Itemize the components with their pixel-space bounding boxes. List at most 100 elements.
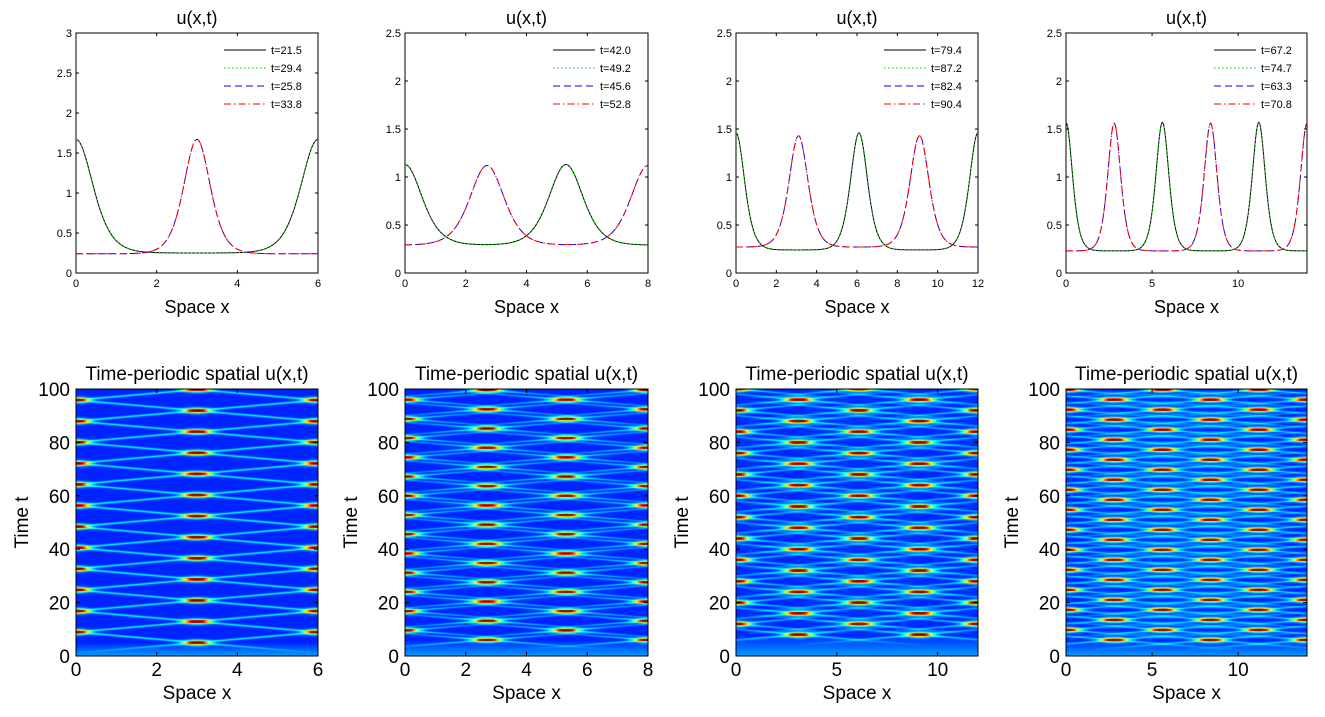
y-axis-label: Time t <box>672 496 693 549</box>
legend-label: t=70.8 <box>1261 99 1292 111</box>
y-axis-label: Time t <box>1002 496 1023 549</box>
y-tick-label: 0.5 <box>386 220 401 232</box>
x-tick-label: 5 <box>832 660 843 681</box>
y-tick-label: 0 <box>719 647 730 668</box>
y-tick-label: 2.5 <box>57 68 72 80</box>
x-tick-label: 0 <box>402 278 408 290</box>
y-tick-label: 0 <box>726 268 732 280</box>
heatmap-image <box>1066 389 1307 656</box>
y-tick-label: 20 <box>49 594 70 615</box>
legend-label: t=79.4 <box>931 45 962 57</box>
chart-title: Time-periodic spatial u(x,t) <box>1075 364 1298 385</box>
x-tick-label: 0 <box>400 660 411 681</box>
x-tick-label: 5 <box>1149 278 1155 290</box>
y-tick-label: 80 <box>49 433 70 454</box>
line-chart-2: 0 2 4 6 8 0 0.5 1 1.5 2 2.5 u(x,t) Space x t=42.0 t=49… <box>386 8 651 317</box>
y-tick-label: 100 <box>38 380 70 401</box>
x-tick-label: 4 <box>234 278 240 290</box>
x-tick-label: 0 <box>733 278 739 290</box>
x-tick-label: 0 <box>73 278 79 290</box>
y-tick-label: 60 <box>49 487 70 508</box>
x-tick-label: 2 <box>460 660 471 681</box>
x-tick-label: 0 <box>1061 660 1072 681</box>
chart-title: u(x,t) <box>836 8 877 28</box>
y-tick-label: 1 <box>395 172 401 184</box>
series-line <box>1066 122 1307 252</box>
y-axis-label: Time t <box>341 496 362 549</box>
series-line <box>1066 122 1307 252</box>
x-axis-label: Space x <box>492 683 561 704</box>
y-tick-label: 0 <box>1049 647 1060 668</box>
x-tick-label: 4 <box>523 278 529 290</box>
series-line <box>76 138 318 255</box>
x-tick-label: 2 <box>773 278 779 290</box>
line-chart-1: 0 2 4 6 0 0.5 1 1.5 2 2.5 3 u(x,t) Space x t=21.5 t=29… <box>57 8 321 317</box>
x-axis-label: Space x <box>1152 683 1221 704</box>
series-line <box>76 138 318 254</box>
chart-title: Time-periodic spatial u(x,t) <box>415 364 638 385</box>
y-tick-label: 2 <box>1056 76 1062 88</box>
x-axis-label: Space x <box>163 683 232 704</box>
heatmap-image <box>736 389 978 656</box>
y-tick-label: 0.5 <box>717 220 732 232</box>
chart-title: u(x,t) <box>1166 8 1207 28</box>
y-tick-label: 1.5 <box>1047 124 1062 136</box>
x-axis-label: Space x <box>494 297 559 317</box>
y-tick-label: 100 <box>1028 380 1060 401</box>
y-tick-label: 1.5 <box>717 124 732 136</box>
x-axis-label: Space x <box>164 297 229 317</box>
x-tick-label: 6 <box>313 660 324 681</box>
y-tick-label: 1 <box>726 172 732 184</box>
x-tick-label: 10 <box>1232 278 1244 290</box>
plot-frame <box>75 388 319 657</box>
y-axis-label: Time t <box>12 496 33 549</box>
y-tick-label: 60 <box>378 487 399 508</box>
x-tick-label: 10 <box>927 660 948 681</box>
series-line <box>1066 121 1307 252</box>
series-line <box>736 132 978 251</box>
legend-label: t=21.5 <box>271 45 302 57</box>
legend-label: t=49.2 <box>600 63 631 75</box>
legend-label: t=63.3 <box>1261 81 1292 93</box>
y-tick-label: 2.5 <box>1047 28 1062 40</box>
y-tick-label: 60 <box>1039 487 1060 508</box>
x-tick-label: 0 <box>71 660 82 681</box>
x-axis-label: Space x <box>824 297 889 317</box>
line-chart-4: 0 5 10 0 0.5 1 1.5 2 2.5 u(x,t) Space x t=67.2 t=74.… <box>1047 8 1308 317</box>
x-tick-label: 4 <box>521 660 532 681</box>
chart-title: Time-periodic spatial u(x,t) <box>85 364 308 385</box>
x-tick-label: 12 <box>972 278 984 290</box>
series-line <box>1066 121 1307 252</box>
x-axis-label: Space x <box>1154 297 1219 317</box>
y-tick-label: 2 <box>726 76 732 88</box>
x-tick-label: 0 <box>1063 278 1069 290</box>
series-line <box>736 135 978 248</box>
y-tick-label: 0 <box>388 647 399 668</box>
legend-label: t=29.4 <box>271 63 302 75</box>
heatmap-image <box>405 389 648 656</box>
y-tick-label: 0 <box>1056 268 1062 280</box>
series-line <box>76 138 318 255</box>
legend-label: t=25.8 <box>271 81 302 93</box>
y-tick-label: 0 <box>395 268 401 280</box>
y-tick-label: 1.5 <box>57 148 72 160</box>
series-line <box>405 164 648 246</box>
x-tick-label: 8 <box>643 660 654 681</box>
y-tick-label: 0 <box>59 647 70 668</box>
legend-label: t=87.2 <box>931 63 962 75</box>
y-tick-label: 60 <box>709 487 730 508</box>
x-tick-label: 6 <box>582 660 593 681</box>
chart-title: u(x,t) <box>176 8 217 28</box>
series-line <box>76 138 318 254</box>
y-tick-label: 3 <box>66 28 72 40</box>
x-tick-label: 6 <box>854 278 860 290</box>
y-tick-label: 0.5 <box>57 228 72 240</box>
y-tick-label: 100 <box>367 380 399 401</box>
x-tick-label: 5 <box>1147 660 1158 681</box>
series-line <box>736 135 978 248</box>
y-tick-label: 20 <box>1039 594 1060 615</box>
x-tick-label: 0 <box>731 660 742 681</box>
line-chart-3: 0 2 4 6 8 10 12 0 0.5 1 1.5 2 2.5 u(x,t) Space x t=79.4… <box>717 8 984 317</box>
